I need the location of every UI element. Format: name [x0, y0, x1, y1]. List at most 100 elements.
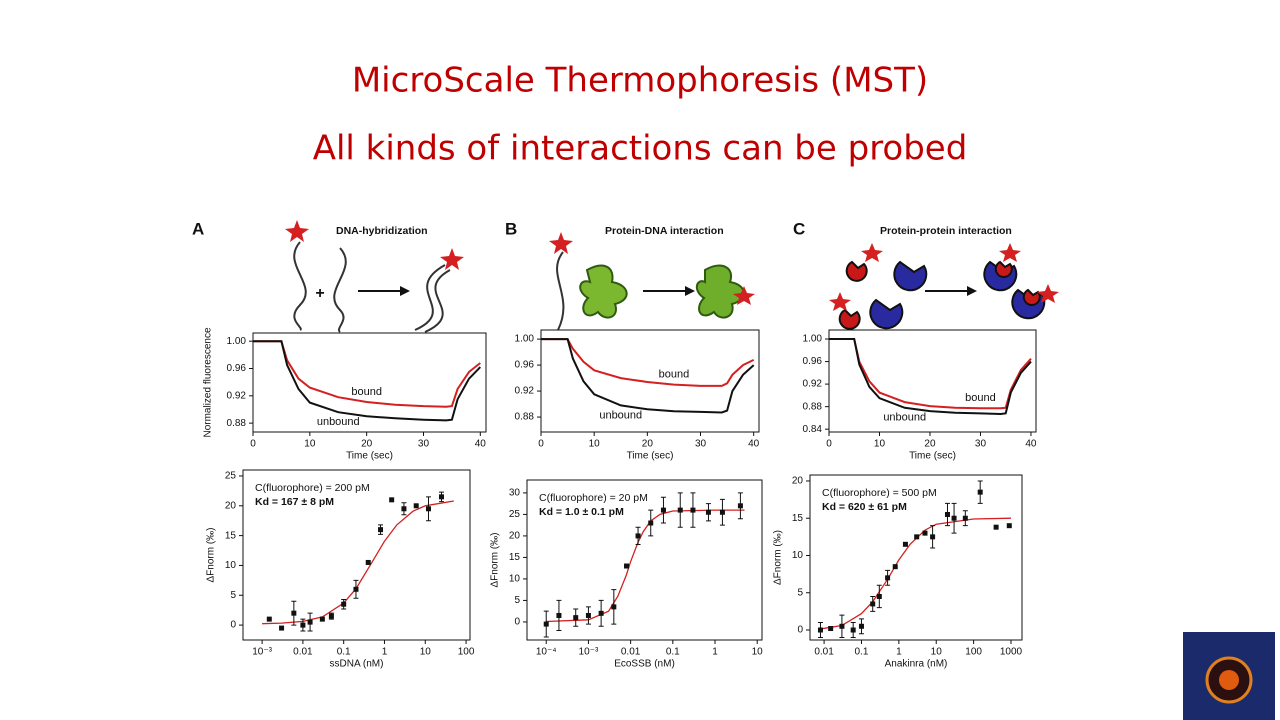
y-tick-label: 0.96 [803, 356, 823, 367]
illustration-b [549, 232, 755, 331]
x-tick-label: 100 [965, 647, 982, 658]
x-tick-label: 10⁻⁴ [536, 647, 557, 658]
x-tick-label: 30 [418, 439, 430, 450]
x-tick-label: 40 [1025, 439, 1037, 450]
x-tick-label: 1 [896, 647, 902, 658]
y-tick-label: 10 [225, 560, 237, 571]
y-tick-label: 1.00 [803, 334, 823, 345]
y-tick-label: 5 [230, 590, 236, 601]
x-tick-label: 0.01 [293, 647, 313, 658]
y-tick-label: 1.00 [227, 336, 247, 347]
panel-title: Protein-protein interaction [880, 225, 1012, 237]
x-tick-label: 30 [975, 439, 987, 450]
y-tick-label: 0.84 [803, 424, 823, 435]
x-axis-label: Time (sec) [909, 451, 956, 462]
chart: A DNA-hybridization 0 10 20 30 40 1.00 0.96 0.92 0… [192, 219, 487, 462]
annotation: Kd = 167 ± 8 pM [255, 496, 334, 508]
illustration-c [829, 243, 1059, 330]
y-tick-label: 10 [792, 550, 804, 561]
x-tick-label: 10 [589, 439, 601, 450]
annotation: C(fluorophore) = 500 pM [822, 487, 937, 499]
x-tick-label: 0.1 [855, 647, 869, 658]
data-point [885, 575, 891, 581]
plus-sign: + [315, 285, 324, 302]
annotation: Kd = 620 ± 61 pM [822, 501, 907, 513]
y-tick-label: 0.96 [227, 363, 247, 374]
data-point [817, 627, 823, 633]
data-point [319, 616, 325, 622]
series-label: unbound [599, 409, 642, 421]
annotation: Kd = 1.0 ± 0.1 pM [539, 506, 624, 518]
plot-frame [828, 329, 1037, 433]
y-axis-label: ΔFnorm (‰) [773, 530, 784, 585]
y-tick-label: 20 [225, 500, 237, 511]
y-tick-label: 0 [797, 625, 803, 636]
data-point [876, 593, 882, 599]
trace-line [829, 338, 1032, 416]
x-tick-label: 20 [642, 439, 654, 450]
data-point [892, 564, 898, 570]
data-point [828, 626, 834, 632]
plot-frame [242, 469, 471, 641]
data-point [705, 509, 711, 515]
x-tick-label: 40 [475, 439, 487, 450]
x-tick-label: 10 [931, 647, 943, 658]
panel-label: C [793, 219, 805, 238]
series-label: unbound [883, 412, 926, 424]
data-point [611, 604, 617, 610]
x-tick-label: 10⁻³ [252, 647, 272, 658]
plot-frame [526, 479, 763, 641]
x-tick-label: 1 [712, 647, 718, 658]
x-tick-label: 10 [752, 647, 764, 658]
y-tick-label: 25 [225, 471, 237, 482]
x-tick-label: 10 [420, 647, 432, 658]
y-tick-label: 1.00 [515, 334, 535, 345]
y-axis-label: Normalized fluorescence [203, 327, 214, 437]
plot-frame [252, 332, 487, 433]
y-tick-label: 30 [509, 488, 521, 499]
data-point [573, 615, 579, 621]
data-point [291, 610, 297, 616]
data-point [389, 497, 395, 503]
trace-line [541, 338, 755, 414]
data-point [425, 506, 431, 512]
plot-frame [809, 474, 1023, 641]
data-point [365, 559, 371, 565]
y-tick-label: 20 [792, 476, 804, 487]
data-point [300, 622, 306, 628]
data-point [993, 524, 999, 530]
x-tick-label: 0.01 [621, 647, 641, 658]
x-axis-label: ssDNA (nM) [330, 659, 384, 670]
x-tick-label: 10 [304, 439, 316, 450]
y-tick-label: 0.92 [227, 390, 247, 401]
y-tick-label: 15 [792, 513, 804, 524]
x-tick-label: 30 [695, 439, 707, 450]
y-tick-label: 0 [514, 617, 520, 628]
data-point [839, 623, 845, 629]
logo [1183, 632, 1275, 720]
panel-title: Protein-DNA interaction [605, 225, 724, 237]
x-axis-label: Time (sec) [346, 451, 393, 462]
data-point [341, 601, 347, 607]
data-point [962, 515, 968, 521]
data-point [977, 489, 983, 495]
y-tick-label: 0.88 [803, 401, 823, 412]
data-point [378, 527, 384, 533]
x-tick-label: 20 [924, 439, 936, 450]
x-tick-label: 0.1 [666, 647, 680, 658]
x-tick-label: 1 [382, 647, 388, 658]
data-point [328, 613, 334, 619]
data-point [598, 610, 604, 616]
slide-title: MicroScale Thermophoresis (MST) [352, 61, 928, 101]
fit-curve [818, 517, 1012, 630]
x-tick-label: 1000 [1000, 647, 1023, 658]
data-point [307, 619, 313, 625]
fit-curve [546, 509, 745, 623]
annotation: C(fluorophore) = 200 pM [255, 482, 370, 494]
y-tick-label: 25 [509, 509, 521, 520]
series-label: unbound [317, 416, 360, 428]
data-point [690, 507, 696, 513]
x-tick-label: 40 [748, 439, 760, 450]
data-point [951, 515, 957, 521]
